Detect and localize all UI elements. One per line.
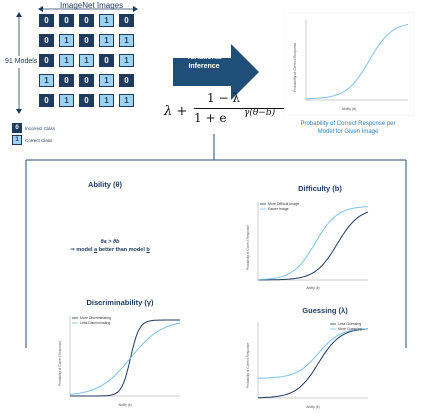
legend-incorrect-swatch: 0	[12, 123, 22, 133]
grid-cell: 1	[39, 74, 54, 87]
grid-cell: 1	[59, 94, 74, 107]
grid-cell: 0	[99, 54, 114, 67]
guessing-ylabel: Probability of Correct Response	[246, 343, 250, 388]
caption-line2: Model for Given Image	[317, 129, 379, 135]
formula-denominator: 1 + e	[194, 111, 227, 125]
grid-cell: 1	[59, 34, 74, 47]
guessing-xlabel: Ability (θ)	[306, 405, 319, 409]
vi-label-line1: Variational	[186, 54, 222, 61]
easy-image-curve	[257, 206, 369, 281]
discriminability-title: Discriminability (γ)	[86, 298, 154, 307]
grid-cell: 1	[99, 94, 114, 107]
variational-inference-arrow	[173, 44, 259, 100]
grid-cell: 0	[39, 94, 54, 107]
less-discriminating-curve	[69, 322, 181, 395]
irt-formula: λ + 1 − λ 1 + e γ(θ−b)	[164, 90, 294, 130]
grid-cell: 1	[99, 74, 114, 87]
guessing-plot: Less Guessing More Guessing Probability …	[238, 316, 372, 412]
more-discriminating-curve	[70, 319, 180, 397]
formula-lead: λ +	[164, 104, 188, 119]
difficulty-ylabel: Probability of Correct Response	[246, 225, 250, 270]
grid-row-arrow	[16, 12, 22, 114]
grid-cell: 0	[119, 74, 134, 87]
ability-note: θa > θb ⇒ model a better than model b	[50, 238, 170, 254]
ability-title: Ability (θ)	[87, 180, 123, 189]
grid-cell: 0	[39, 54, 54, 67]
formula-fraction-bar	[194, 108, 289, 109]
main-plot-caption: Probability of Correct Response per Mode…	[276, 120, 420, 136]
grid-cell: 0	[59, 74, 74, 87]
ability-comparison: θa > θb	[100, 239, 120, 245]
grid-row-label: 91 Models	[5, 58, 38, 65]
ability-conclusion: ⇒ model a better than model b	[70, 247, 150, 253]
grid-cell: 0	[79, 34, 94, 47]
formula-numerator: 1 − λ	[207, 91, 240, 105]
grid-cell: 0	[39, 14, 54, 27]
formula-exponent: γ(θ−b)	[244, 108, 276, 118]
grid-column-arrow	[38, 6, 138, 12]
difficulty-title: Difficulty (b)	[298, 184, 342, 193]
legend-correct-label: Correct Class	[25, 138, 53, 143]
grid-cell: 1	[99, 34, 114, 47]
discriminability-xlabel: Ability (θ)	[118, 403, 131, 407]
difficulty-legend-2: Easier Image	[268, 207, 289, 211]
grid-cell: 0	[79, 74, 94, 87]
more-guessing-curve	[258, 328, 369, 379]
grid-cell: 1	[79, 54, 94, 67]
vi-label-line2: Inference	[188, 63, 220, 70]
main-plot-xlabel: Ability (θ)	[342, 107, 357, 111]
difficult-image-curve	[258, 211, 369, 281]
discriminability-ylabel: Probability of Correct Response	[58, 341, 62, 386]
difficulty-legend-1: More Difficult Image	[268, 202, 299, 206]
caption-line1: Probability of Correct Response per	[300, 121, 396, 127]
grid-cell: 1	[119, 54, 134, 67]
difficulty-xlabel: Ability (θ)	[306, 286, 319, 290]
grid-cell: 0	[119, 14, 134, 27]
legend-correct-swatch: 1	[12, 135, 22, 145]
guessing-legend-2: More Guessing	[338, 327, 362, 331]
grid-cell: 0	[39, 34, 54, 47]
difficulty-plot: More Difficult Image Easier Image Probab…	[238, 196, 372, 294]
grid-cell: 0	[79, 14, 94, 27]
discriminability-plot: More Discriminating Less Discriminating …	[50, 310, 184, 410]
guessing-title: Guessing (λ)	[302, 306, 348, 315]
guessing-legend-1: Less Guessing	[338, 322, 361, 326]
main-probability-plot: Probability of Correct Response Ability …	[284, 12, 414, 116]
less-guessing-curve	[258, 328, 369, 399]
grid-cell: 1	[119, 94, 134, 107]
main-plot-ylabel: Probability of Correct Response	[293, 43, 297, 92]
grid-cell: 1	[59, 54, 74, 67]
discriminability-legend-1: More Discriminating	[80, 316, 111, 320]
legend-incorrect-label: Incorrect Class	[25, 126, 56, 131]
grid-cell: 1	[99, 14, 114, 27]
grid-cell: 1	[119, 34, 134, 47]
main-icc-curve	[306, 23, 409, 100]
variational-inference-label: Variational Inference	[178, 53, 230, 71]
grid-cell: 0	[59, 14, 74, 27]
discriminability-legend-2: Less Discriminating	[80, 321, 110, 325]
grid-title: ImageNet Images	[60, 1, 124, 10]
grid-cell: 0	[79, 94, 94, 107]
